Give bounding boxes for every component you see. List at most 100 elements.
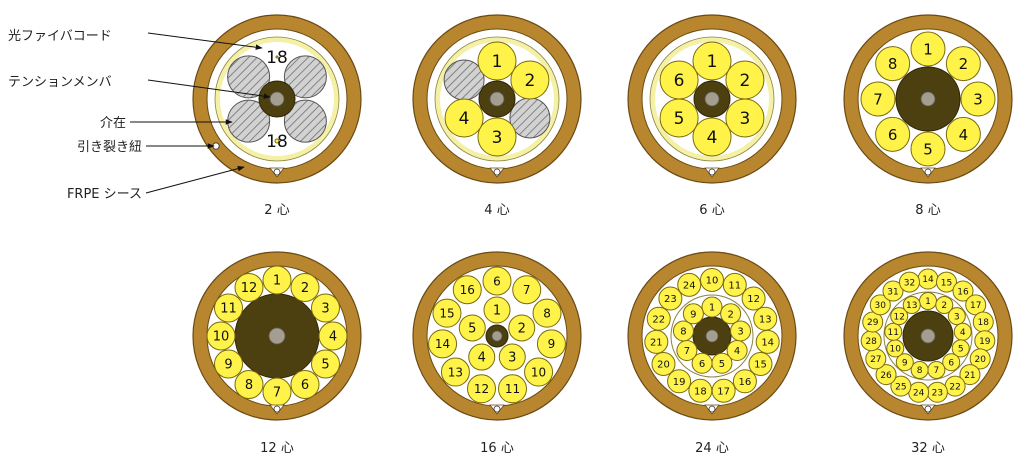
tension-member-core: [268, 327, 286, 345]
fiber-number: 12: [241, 281, 258, 296]
fiber-cord: [875, 364, 897, 386]
filler: [283, 55, 327, 99]
tension-member-core: [491, 330, 503, 342]
fiber-cord: [310, 349, 340, 379]
rip-cord: [273, 405, 281, 413]
fiber-cord: [444, 98, 484, 138]
fiber-cord: [482, 266, 512, 296]
fiber-cord: [945, 116, 981, 152]
label-filler: 介在: [100, 116, 126, 131]
fiber-number: 6: [948, 358, 954, 368]
cable-c6: 1 2 3 4 5 6 6 心: [627, 14, 797, 218]
rip-cord: [273, 168, 281, 176]
fiber-number: 4: [960, 328, 966, 338]
label-fiber-cord: 光ファイバコード: [8, 29, 112, 44]
fiber-number: 13: [759, 314, 772, 325]
fiber-number: 2: [959, 55, 969, 73]
fiber-cord: [720, 303, 742, 325]
fiber-number: 10: [531, 365, 546, 379]
fiber-number: 15: [941, 278, 952, 288]
fiber-number: 6: [301, 378, 309, 393]
cable-caption: 12 心: [260, 441, 294, 456]
fiber-number: 15: [754, 360, 767, 371]
fiber-number: 9: [548, 337, 556, 351]
fiber-cord: [467, 374, 497, 404]
fiber-number: 32: [904, 278, 915, 288]
fiber-number: 7: [273, 386, 281, 401]
fiber-number: 18: [266, 48, 288, 68]
fiber-cord: [701, 296, 723, 318]
fiber-number: 23: [664, 294, 677, 305]
fiber-cord: [452, 275, 482, 305]
fiber-cord: [688, 378, 713, 403]
fiber-cord: [875, 46, 911, 82]
fiber-cord: [898, 271, 920, 293]
cable-caption: 16 心: [480, 441, 514, 456]
fiber-cord: [498, 343, 526, 371]
fiber-cord: [682, 303, 704, 325]
fiber-number: 4: [459, 109, 470, 129]
fiber-number: 3: [492, 128, 503, 148]
fiber-cord: [512, 275, 542, 305]
fiber-number: 14: [435, 337, 450, 351]
fiber-cord: [741, 286, 766, 311]
fiber-cord: [214, 293, 244, 323]
rip-cord: [924, 168, 932, 176]
fiber-number: 9: [902, 358, 908, 368]
tension-member-core: [920, 328, 936, 344]
fiber-cord: [725, 98, 765, 138]
fiber-number: 1: [925, 297, 931, 307]
fiber-cord: [310, 293, 340, 323]
label-sheath: FRPE シース: [67, 187, 142, 202]
fiber-cord: [290, 369, 320, 399]
fiber-cord: [646, 306, 671, 331]
fiber-number: 9: [224, 358, 232, 373]
leader-sheath: [145, 165, 245, 194]
fiber-number: 22: [949, 382, 960, 392]
fiber-number: 17: [717, 386, 730, 397]
fiber-cord: [860, 81, 896, 117]
fiber-number: 18: [266, 132, 288, 152]
cable-caption: 2 心: [264, 203, 289, 218]
legend: 光ファイバコード テンションメンバ 介在 引き裂き紐 FRPE シース: [8, 29, 142, 202]
tension-member-core: [489, 91, 505, 107]
fiber-cord: [969, 348, 991, 370]
fiber-cord: [651, 352, 676, 376]
fiber-cord: [440, 357, 470, 387]
fiber-number: 5: [958, 345, 964, 355]
fiber-number: 6: [493, 274, 501, 288]
fiber-number: 2: [941, 301, 947, 311]
fiber-cord: [732, 369, 757, 394]
fiber-cord: [875, 116, 911, 152]
fiber-number: 21: [964, 371, 975, 381]
fiber-cord: [692, 41, 732, 81]
leader-lines: [130, 32, 271, 194]
fiber-cord: [902, 296, 921, 315]
fiber-number: 3: [973, 90, 983, 108]
fiber-number: 8: [680, 327, 686, 338]
fiber-cord: [497, 374, 527, 404]
fiber-cord: [206, 321, 236, 351]
fiber-number: 10: [706, 276, 719, 287]
fiber-cord: [477, 41, 517, 81]
fiber-number: 4: [329, 330, 337, 345]
fiber-number: 3: [739, 109, 750, 129]
fiber-cord: [477, 117, 517, 157]
fiber-cord: [942, 353, 961, 372]
tension-member-core: [705, 329, 719, 343]
fiber-cord: [667, 369, 692, 394]
fiber-cord: [432, 298, 462, 328]
fiber-cord: [748, 352, 773, 376]
fiber-number: 7: [873, 90, 883, 108]
fiber-number: 1: [273, 274, 281, 289]
fiber-number: 8: [245, 378, 253, 393]
cable-c4: 1 2 3 4 4 心: [412, 14, 582, 218]
rip-cord: [708, 405, 716, 413]
fiber-number: 3: [321, 302, 329, 317]
fiber-number: 29: [867, 318, 879, 328]
fiber-cord: [262, 265, 292, 295]
fiber-number: 3: [508, 351, 516, 366]
